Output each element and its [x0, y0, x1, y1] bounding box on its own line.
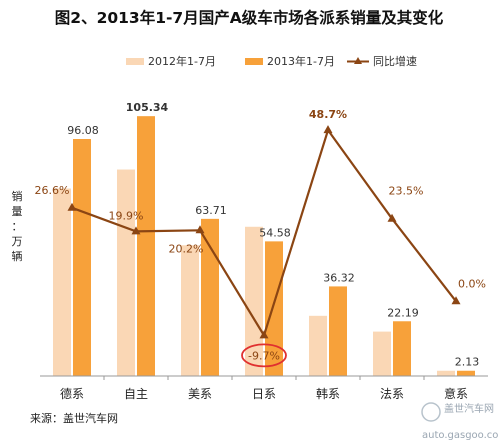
bar-value-label: 105.34 [126, 101, 169, 114]
data-labels: 96.08 105.34 63.71 54.58 36.32 22.19 2.13 26.6%… [35, 101, 486, 369]
x-tick-label: 日系 [252, 387, 276, 401]
bar-2012 [437, 370, 455, 376]
bar-2012 [245, 226, 263, 376]
growth-value-label: 23.5% [389, 185, 424, 198]
globe-icon [421, 402, 441, 422]
x-tick-label: 韩系 [316, 386, 340, 401]
growth-point [67, 202, 77, 211]
growth-point [451, 296, 461, 305]
y-axis-label-char: 量 [12, 205, 23, 218]
bar-2013 [201, 218, 219, 376]
growth-line [67, 125, 461, 339]
bar-2013 [393, 321, 411, 376]
growth-value-label: -9.7% [248, 349, 280, 362]
growth-value-label: 48.7% [309, 108, 347, 121]
bar-value-label: 36.32 [323, 271, 355, 284]
legend-swatch-2012 [126, 58, 144, 65]
bar-value-label: 54.58 [259, 226, 291, 239]
bar-2013 [137, 116, 155, 377]
legend-swatch-2013 [245, 58, 263, 65]
y-axis-label-char: 万 [12, 235, 23, 248]
x-axis-ticks: 德系 自主 美系 日系 韩系 法系 意系 [60, 376, 468, 401]
growth-value-label: 19.9% [109, 209, 144, 222]
x-tick-label: 德系 [60, 386, 84, 401]
bar-2013 [73, 139, 91, 376]
y-axis-label-char: 销 [12, 189, 23, 203]
legend: 2012年1-7月 2013年1-7月 同比增速 [126, 54, 417, 68]
bar-2012 [181, 245, 199, 376]
x-tick-label: 美系 [188, 387, 212, 401]
growth-point [195, 225, 205, 234]
chart-title: 图2、2013年1-7月国产A级车市场各派系销量及其变化 [55, 8, 444, 27]
y-axis-label-char: ： [12, 220, 23, 233]
bar-value-label: 22.19 [387, 306, 419, 319]
bar-2013 [329, 286, 347, 376]
growth-value-label: 20.2% [169, 242, 204, 255]
y-axis-label-char: 辆 [12, 249, 23, 263]
watermark-text: 盖世汽车网 [444, 402, 494, 415]
legend-label-growth: 同比增速 [373, 54, 417, 68]
bar-2012 [53, 188, 71, 376]
growth-point [259, 330, 269, 339]
bars [53, 116, 475, 377]
x-tick-label: 自主 [124, 387, 148, 401]
growth-value-label: 0.0% [458, 277, 486, 290]
bar-2013 [265, 241, 283, 376]
watermark-logo: 盖世汽车网 auto.gasgoo.com [421, 402, 499, 441]
legend-label-2013: 2013年1-7月 [267, 54, 335, 68]
bar-value-label: 2.13 [455, 356, 480, 369]
growth-point [387, 213, 397, 222]
watermark-url: auto.gasgoo.com [422, 430, 499, 441]
bar-2012 [117, 169, 135, 376]
bar-2013 [457, 370, 475, 376]
bar-2012 [309, 315, 327, 376]
legend-marker-growth [354, 57, 362, 64]
bar-value-label: 96.08 [67, 124, 99, 137]
bar-2012 [373, 331, 391, 376]
x-tick-label: 法系 [380, 387, 404, 401]
source-note: 来源：盖世汽车网 [30, 411, 118, 425]
legend-label-2012: 2012年1-7月 [148, 54, 216, 68]
growth-point [131, 226, 141, 235]
x-tick-label: 意系 [444, 386, 468, 401]
growth-point [323, 125, 333, 134]
highlight-ellipse [241, 343, 287, 368]
bar-value-label: 63.71 [195, 204, 227, 217]
growth-value-label: 26.6% [35, 184, 70, 197]
y-axis-label: 销量 ： 万辆 [12, 189, 23, 263]
